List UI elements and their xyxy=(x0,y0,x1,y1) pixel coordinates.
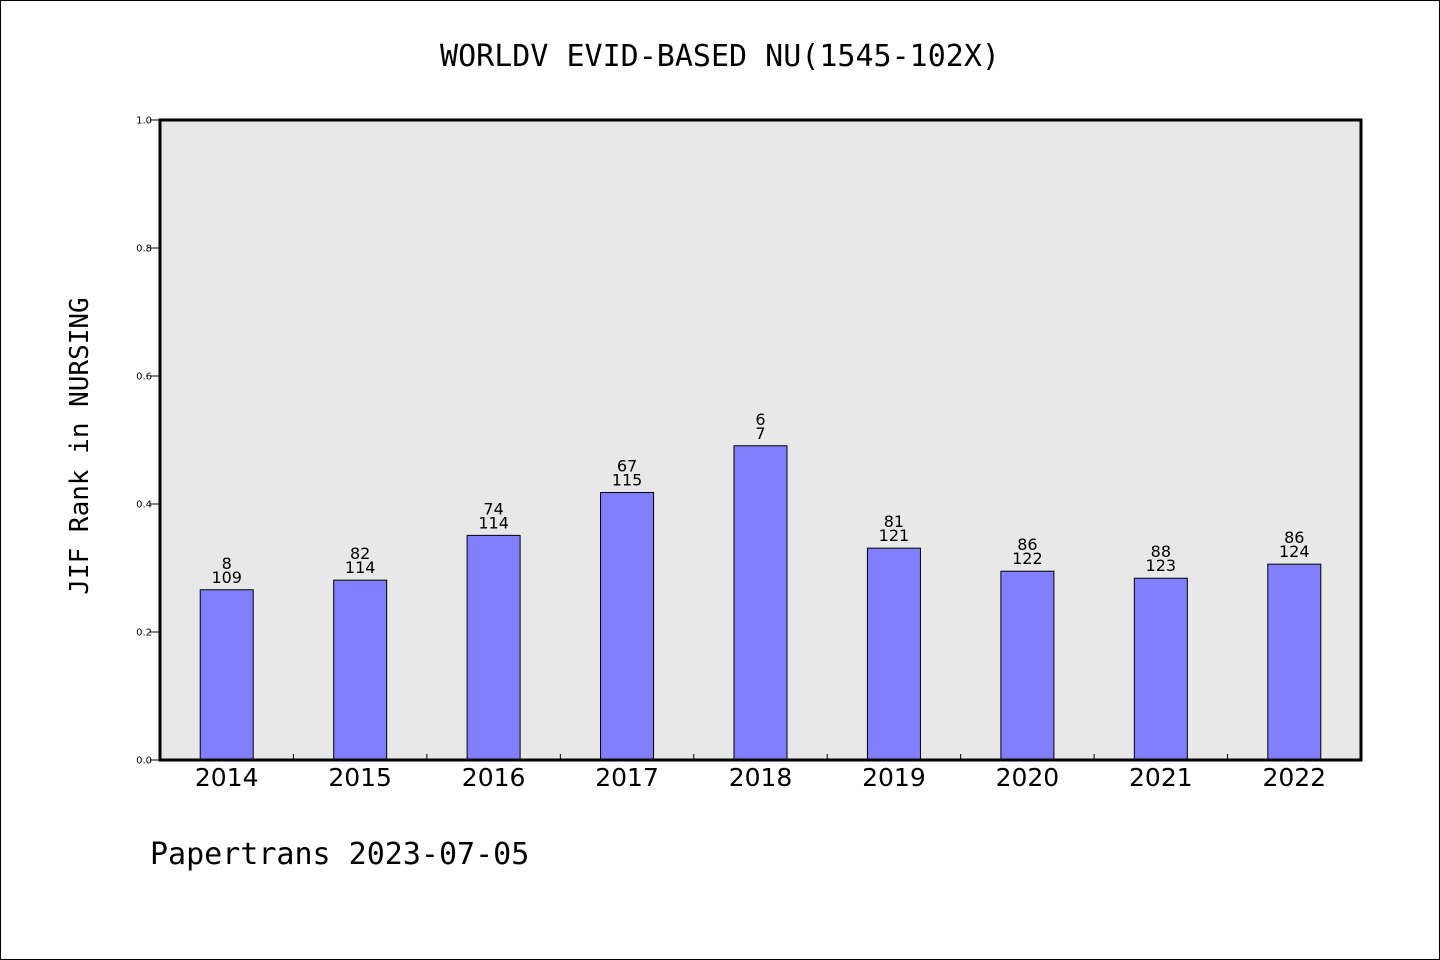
bar-2018 xyxy=(733,445,788,761)
plot-border xyxy=(158,118,1363,762)
bar-rank-label: 74 xyxy=(483,499,503,518)
bar-rank-label: 8 xyxy=(222,554,232,573)
y-tick-label: 0.0 xyxy=(136,756,152,767)
bar-2017 xyxy=(600,491,655,761)
bar-rank-label: 88 xyxy=(1151,542,1171,561)
bar-total-label: 123 xyxy=(1146,556,1177,575)
bar-rank-label: 81 xyxy=(884,512,904,531)
x-tick-label: 2018 xyxy=(729,763,793,792)
bar-2022 xyxy=(1267,563,1322,761)
bar-rank-label: 86 xyxy=(1017,535,1037,554)
x-tick-label: 2014 xyxy=(195,763,259,792)
chart-title: WORLDV EVID-BASED NU(1545-102X) xyxy=(440,39,1000,74)
bar-2021 xyxy=(1133,577,1188,761)
bars xyxy=(199,445,1322,761)
bar-2014 xyxy=(199,589,254,761)
bar-total-label: 7 xyxy=(755,424,765,443)
y-tick-label: 0.8 xyxy=(136,244,152,255)
y-axis-label: JIF Rank in NURSING xyxy=(65,297,95,594)
y-tick-label: 1.0 xyxy=(136,116,152,127)
y-axis: 0.0 0.2 0.4 0.6 0.8 1.0 xyxy=(136,116,160,767)
x-axis: 2014 2015 2016 2017 2018 2019 2020 2021 2022 xyxy=(195,754,1326,792)
bar-total-label: 115 xyxy=(612,470,643,489)
x-tick-label: 2016 xyxy=(462,763,526,792)
bar-rank-label: 6 xyxy=(755,410,765,429)
bar-total-label: 109 xyxy=(211,568,242,587)
x-tick-label: 2022 xyxy=(1262,763,1326,792)
bar-rank-label: 86 xyxy=(1284,528,1304,547)
bar-2015 xyxy=(333,579,388,761)
x-tick-label: 2021 xyxy=(1129,763,1193,792)
bar-2016 xyxy=(466,534,521,761)
bar-total-label: 124 xyxy=(1279,542,1310,561)
x-tick-label: 2019 xyxy=(862,763,926,792)
y-tick-label: 0.4 xyxy=(136,500,152,511)
bar-2019 xyxy=(866,547,921,761)
bar-total-label: 121 xyxy=(879,526,910,545)
bar-rank-label: 67 xyxy=(617,456,637,475)
x-tick-label: 2017 xyxy=(595,763,659,792)
bar-total-label: 114 xyxy=(478,513,509,532)
bar-total-label: 114 xyxy=(345,558,376,577)
y-tick-label: 0.6 xyxy=(136,372,152,383)
bar-total-label: 122 xyxy=(1012,549,1043,568)
footer-text: Papertrans 2023-07-05 xyxy=(150,837,529,872)
bar-2020 xyxy=(1000,570,1055,761)
x-tick-label: 2015 xyxy=(328,763,392,792)
bar-rank-label: 82 xyxy=(350,544,370,563)
x-tick-label: 2020 xyxy=(996,763,1060,792)
y-tick-label: 0.2 xyxy=(136,628,152,639)
